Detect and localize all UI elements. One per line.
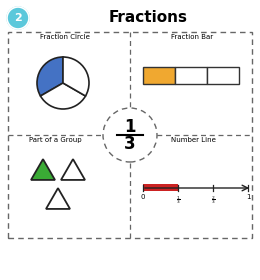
Bar: [143, 67, 175, 84]
Text: 2: 2: [14, 13, 22, 23]
Text: Fraction Bar: Fraction Bar: [171, 34, 213, 40]
Text: Part of a Group: Part of a Group: [29, 137, 81, 143]
Text: 1: 1: [246, 194, 250, 200]
Wedge shape: [63, 57, 89, 96]
Wedge shape: [41, 83, 86, 109]
Text: Number Line: Number Line: [171, 137, 216, 143]
Bar: [175, 67, 207, 84]
Bar: [143, 184, 178, 191]
Polygon shape: [31, 159, 55, 180]
Bar: [8, 32, 252, 238]
Text: $\frac{1}{3}$: $\frac{1}{3}$: [176, 194, 180, 206]
Text: Fractions: Fractions: [108, 10, 187, 25]
Text: Fraction Circle: Fraction Circle: [40, 34, 90, 40]
Wedge shape: [37, 57, 63, 96]
Polygon shape: [61, 159, 85, 180]
Text: 1: 1: [124, 118, 136, 136]
Bar: [207, 67, 239, 84]
Polygon shape: [46, 188, 70, 209]
Text: 3: 3: [124, 135, 136, 153]
Text: $\frac{2}{3}$: $\frac{2}{3}$: [211, 194, 215, 206]
Text: 0: 0: [141, 194, 145, 200]
Circle shape: [7, 7, 29, 29]
Circle shape: [103, 108, 157, 162]
